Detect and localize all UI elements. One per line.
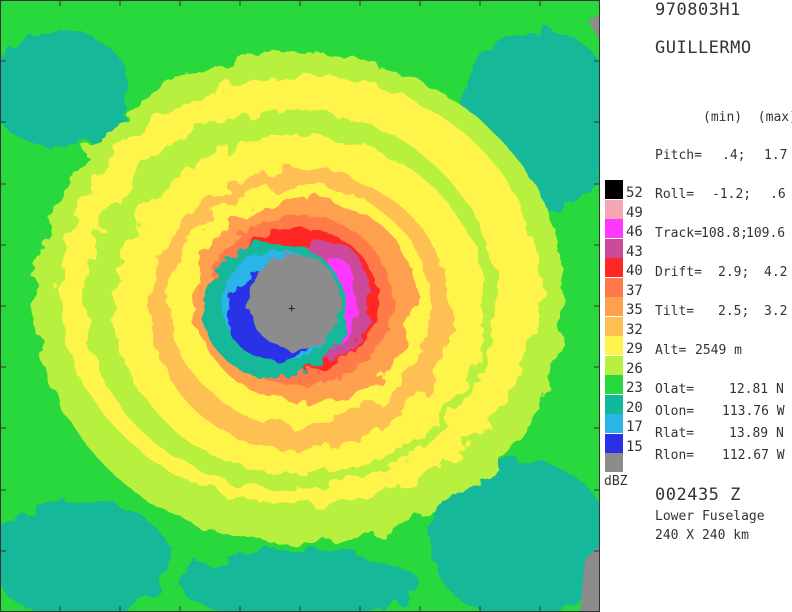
drift-max: 4.2	[764, 265, 788, 280]
domain-size: 240 X 240 km	[655, 528, 749, 543]
legend-swatch	[605, 414, 623, 433]
pitch-label: Pitch=	[655, 148, 702, 163]
legend-unit: dBZ	[604, 474, 628, 489]
legend-value: 35	[626, 302, 643, 318]
rlon-value: 112.67 W	[722, 448, 785, 463]
legend-swatch	[605, 355, 623, 375]
legend-value: 29	[626, 341, 643, 357]
track-max: 109.6	[746, 226, 786, 241]
drift-min: 2.9;	[718, 265, 750, 280]
legend-value: 43	[626, 243, 643, 260]
rlat-value: 13.89 N	[729, 426, 784, 441]
legend-value: 52	[626, 185, 643, 201]
alt-label: Alt=	[655, 343, 687, 358]
legend-value: 46	[626, 224, 643, 240]
radar-reflectivity-image: +	[0, 0, 600, 612]
legend-value: 15	[626, 438, 643, 455]
legend-swatch	[605, 375, 623, 394]
rlon-label: Rlon=	[655, 448, 695, 463]
legend-swatch	[605, 238, 623, 258]
legend-value: 17	[626, 419, 643, 435]
olon-label: Olon=	[655, 404, 695, 419]
legend-value: 49	[626, 204, 643, 221]
pitch-max: 1.7	[764, 148, 788, 163]
legend-value: 20	[626, 399, 643, 416]
roll-max: .6	[770, 187, 786, 202]
legend-swatch	[605, 219, 623, 238]
olat-value: 12.81 N	[729, 382, 784, 397]
olat-label: Olat=	[655, 382, 695, 397]
tilt-label: Tilt=	[655, 304, 695, 319]
legend-swatch	[605, 199, 623, 219]
olon-value: 113.76 W	[722, 404, 785, 419]
track-min: 108.8;	[701, 226, 748, 241]
time-stamp: 002435 Z	[655, 485, 741, 505]
legend-value: 40	[626, 263, 643, 279]
flight-id: 970803H1	[655, 0, 741, 20]
radar-name: Lower Fuselage	[655, 509, 765, 524]
alt-value: 2549 m	[695, 343, 742, 358]
legend-value: 37	[626, 282, 643, 299]
pitch-min: .4;	[722, 148, 746, 163]
tilt-max: 3.2	[764, 304, 788, 319]
legend-swatch	[605, 258, 623, 277]
legend-swatch	[605, 316, 623, 336]
legend-swatch	[605, 394, 623, 414]
track-label: Track=	[655, 226, 702, 241]
legend-swatch	[605, 453, 623, 472]
roll-label: Roll=	[655, 187, 695, 202]
legend-value: 23	[626, 380, 643, 396]
legend-swatch	[605, 433, 623, 453]
legend-swatch	[605, 180, 623, 199]
rlat-label: Rlat=	[655, 426, 695, 441]
svg-text:+: +	[288, 301, 295, 315]
legend-swatch	[605, 297, 623, 316]
drift-label: Drift=	[655, 265, 702, 280]
legend-swatch	[605, 277, 623, 297]
tilt-min: 2.5;	[718, 304, 750, 319]
roll-min: -1.2;	[712, 187, 752, 202]
minmax-header: (min) (max)	[703, 110, 792, 125]
legend-value: 32	[626, 321, 643, 338]
legend-value: 26	[626, 360, 643, 377]
legend-swatch	[605, 336, 623, 355]
storm-name: GUILLERMO	[655, 38, 752, 58]
